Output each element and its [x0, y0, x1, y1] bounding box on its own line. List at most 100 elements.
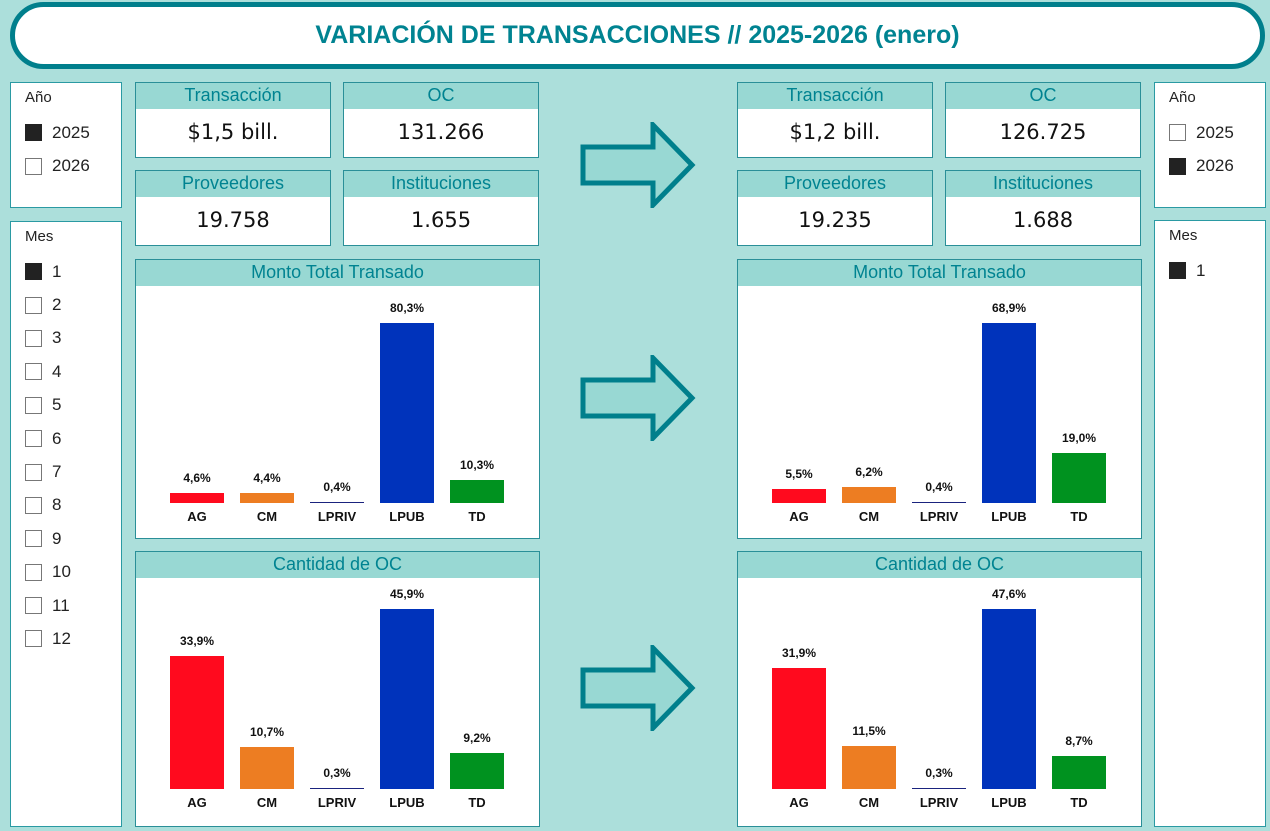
kpi-label: OC	[946, 83, 1140, 109]
arrow-right-icon	[580, 122, 696, 208]
slicer-option-2026[interactable]: 2026	[1169, 149, 1265, 182]
report-title: VARIACIÓN DE TRANSACCIONES // 2025-2026 …	[10, 2, 1265, 69]
category-label: LPRIV	[317, 795, 357, 810]
data-label: 0,3%	[925, 765, 953, 780]
slicer-header: Año	[25, 89, 52, 106]
bar-lpub[interactable]	[982, 609, 1036, 789]
checkbox[interactable]	[25, 157, 42, 175]
slicer-option-2025[interactable]: 2025	[25, 116, 121, 149]
slicer-option-7[interactable]: 7	[25, 455, 121, 488]
checkbox[interactable]	[1169, 262, 1186, 280]
checkbox[interactable]	[25, 630, 42, 648]
bar-ag[interactable]	[772, 668, 826, 789]
option-label: 2026	[1196, 156, 1234, 176]
slicer-option-8[interactable]: 8	[25, 489, 121, 522]
slicer-mes-left: Mes 1 2 3 4 5 6 7 8 9 10 11 12	[10, 221, 122, 827]
data-label: 33,9%	[179, 634, 215, 649]
slicer-option-12[interactable]: 12	[25, 622, 121, 655]
option-label: 11	[52, 595, 70, 615]
checkbox[interactable]	[25, 396, 42, 414]
option-label: 3	[52, 328, 62, 348]
option-label: 9	[52, 528, 62, 548]
bar-lpriv[interactable]	[912, 787, 966, 789]
chart-left-cantidad: Cantidad de OC 33,9% AG 10,7% CM 0,3% LPRIV 45,…	[135, 551, 540, 827]
data-label: 0,4%	[925, 479, 953, 494]
checkbox[interactable]	[25, 597, 42, 615]
slicer-option-4[interactable]: 4	[25, 355, 121, 388]
bar-cm[interactable]	[842, 486, 896, 503]
category-label: CM	[256, 795, 278, 810]
slicer-option-1[interactable]: 1	[25, 255, 121, 288]
option-label: 8	[52, 495, 62, 515]
bar-ag[interactable]	[170, 492, 224, 503]
data-label: 80,3%	[389, 301, 425, 315]
category-label: CM	[858, 509, 880, 524]
bar-ag[interactable]	[772, 488, 826, 503]
bar-lpub[interactable]	[380, 609, 434, 789]
plot-area: 5,5% AG 6,2% CM 0,4% LPRIV 68,9% LPUB 19,0% TD	[738, 286, 1141, 538]
bar-cm[interactable]	[240, 493, 294, 503]
bar-td[interactable]	[1052, 453, 1106, 503]
checkbox[interactable]	[25, 124, 42, 142]
data-label: 4,4%	[253, 471, 281, 486]
bar-lpub[interactable]	[380, 323, 434, 503]
data-label: 45,9%	[389, 587, 425, 601]
category-label: AG	[789, 509, 809, 524]
bar-lpub[interactable]	[982, 323, 1036, 503]
kpi-card-proveedores: Proveedores 19.758	[135, 170, 331, 246]
kpi-card-oc: OC 131.266	[343, 82, 539, 158]
bar-cm[interactable]	[842, 745, 896, 789]
category-label: LPRIV	[317, 509, 357, 524]
chart-title: Cantidad de OC	[136, 552, 539, 578]
kpi-label: OC	[344, 83, 538, 109]
checkbox[interactable]	[25, 363, 42, 381]
kpi-value: $1,2 bill.	[789, 120, 881, 144]
data-label: 10,3%	[459, 457, 495, 472]
data-label: 47,6%	[991, 587, 1027, 601]
slicer-option-2[interactable]: 2	[25, 288, 121, 321]
slicer-option-3[interactable]: 3	[25, 322, 121, 355]
plot-area: 33,9% AG 10,7% CM 0,3% LPRIV 45,9% LPUB 9,2% TD	[136, 578, 539, 826]
option-label: 2025	[52, 122, 90, 142]
bar-td[interactable]	[1052, 756, 1106, 789]
checkbox[interactable]	[1169, 157, 1186, 175]
checkbox[interactable]	[25, 530, 42, 548]
checkbox[interactable]	[25, 496, 42, 514]
slicer-option-11[interactable]: 11	[25, 589, 121, 622]
slicer-option-2025[interactable]: 2025	[1169, 116, 1265, 149]
bar-ag[interactable]	[170, 656, 224, 789]
chart-right-monto: Monto Total Transado 5,5% AG 6,2% CM 0,4% LPRI…	[737, 259, 1142, 539]
checkbox[interactable]	[25, 329, 42, 347]
category-label: LPRIV	[919, 509, 959, 524]
kpi-value: 19.235	[798, 208, 872, 232]
slicer-option-9[interactable]: 9	[25, 522, 121, 555]
checkbox[interactable]	[25, 563, 42, 581]
slicer-option-1[interactable]: 1	[1169, 254, 1265, 287]
bar-td[interactable]	[450, 752, 504, 789]
category-label: TD	[1070, 795, 1088, 810]
checkbox[interactable]	[25, 430, 42, 448]
checkbox[interactable]	[25, 263, 42, 281]
slicer-option-2026[interactable]: 2026	[25, 149, 121, 182]
kpi-card-proveedores: Proveedores 19.235	[737, 170, 933, 246]
category-label: AG	[187, 795, 207, 810]
slicer-option-10[interactable]: 10	[25, 556, 121, 589]
bar-lpriv[interactable]	[310, 787, 364, 789]
checkbox[interactable]	[25, 463, 42, 481]
bar-lpriv[interactable]	[310, 501, 364, 503]
checkbox[interactable]	[1169, 124, 1186, 142]
option-label: 1	[1196, 260, 1206, 280]
checkbox[interactable]	[25, 296, 42, 314]
option-label: 2025	[1196, 122, 1234, 142]
bar-cm[interactable]	[240, 747, 294, 789]
data-label: 8,7%	[1065, 734, 1093, 749]
option-label: 10	[52, 562, 71, 582]
slicer-option-5[interactable]: 5	[25, 389, 121, 422]
category-label: AG	[187, 509, 207, 524]
bar-lpriv[interactable]	[912, 501, 966, 503]
bar-td[interactable]	[450, 479, 504, 503]
data-label: 0,3%	[323, 765, 351, 780]
slicer-option-6[interactable]: 6	[25, 422, 121, 455]
data-label: 11,5%	[852, 723, 886, 738]
category-label: AG	[789, 795, 809, 810]
